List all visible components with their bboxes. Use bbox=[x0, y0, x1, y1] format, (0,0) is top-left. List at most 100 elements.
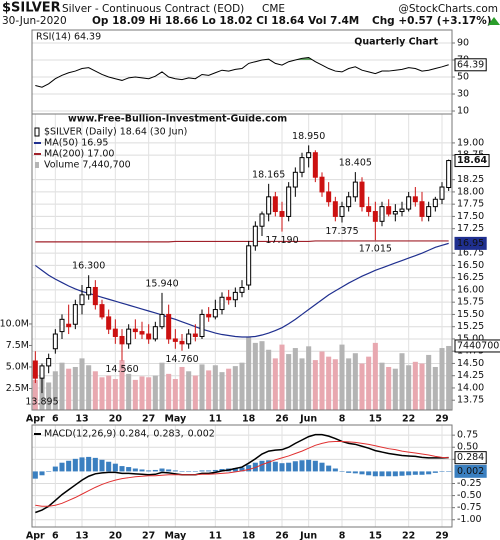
value-box-label: 0.002 bbox=[457, 466, 484, 477]
volume-bar bbox=[426, 354, 432, 410]
histogram-bar bbox=[172, 470, 178, 472]
candle-body bbox=[39, 365, 45, 379]
histogram-bar bbox=[32, 471, 38, 479]
value-box-label: 0.284 bbox=[457, 452, 484, 463]
volume-bar bbox=[272, 358, 278, 410]
histogram-bar bbox=[412, 471, 418, 475]
volume-bar bbox=[132, 379, 138, 410]
histogram-bar bbox=[146, 470, 152, 472]
candle-body bbox=[166, 313, 172, 340]
volume-bar bbox=[172, 379, 178, 410]
high-label: 18.405 bbox=[339, 158, 372, 169]
volume-bar bbox=[179, 366, 185, 410]
candle-body bbox=[206, 313, 212, 318]
volume-bar bbox=[379, 362, 385, 410]
candle-body bbox=[126, 328, 132, 345]
volume-bar bbox=[346, 358, 352, 410]
volume-bar bbox=[432, 366, 438, 410]
histogram-bar bbox=[99, 459, 105, 472]
volume-bar bbox=[146, 377, 152, 410]
candle-body bbox=[366, 206, 372, 213]
value-box-label: 18.64 bbox=[457, 155, 487, 166]
histogram-bar bbox=[366, 471, 372, 476]
histogram-bar bbox=[379, 471, 385, 477]
volume-bar bbox=[86, 365, 92, 410]
histogram-bar bbox=[432, 471, 438, 473]
histogram-bar bbox=[332, 468, 338, 472]
y-tick-label: 50 bbox=[457, 72, 469, 83]
candle-body bbox=[446, 160, 452, 189]
volume-bar bbox=[406, 365, 412, 410]
candle-body bbox=[186, 333, 192, 345]
volume-bar bbox=[279, 344, 285, 410]
macd-line bbox=[35, 433, 449, 514]
volume-bar bbox=[46, 382, 52, 410]
y-tick-label: -0.25 bbox=[457, 478, 482, 489]
histogram-bar bbox=[206, 470, 212, 472]
y2-tick-label: 7.5M bbox=[6, 340, 29, 351]
x-tick-label: 29 bbox=[435, 531, 448, 540]
candle-body bbox=[172, 338, 178, 342]
candle-body bbox=[199, 313, 205, 337]
x-tick-label: 22 bbox=[402, 414, 415, 425]
legend-entry: $SILVER (Daily) 18.64 (30 Jun) bbox=[44, 127, 187, 138]
histogram-bar bbox=[372, 471, 378, 477]
rsi-line bbox=[35, 56, 449, 88]
y-tick-label: 16.25 bbox=[457, 272, 484, 283]
volume-bar bbox=[119, 360, 125, 410]
candle-body bbox=[152, 326, 158, 340]
candle-body bbox=[299, 157, 305, 173]
x-tick-label: 18 bbox=[242, 531, 256, 540]
candle-body bbox=[386, 206, 392, 215]
histogram-bar bbox=[166, 469, 172, 472]
histogram-bar bbox=[112, 463, 118, 472]
x-tick-label: 6 bbox=[52, 531, 59, 540]
volume-bar bbox=[446, 345, 452, 410]
histogram-bar bbox=[52, 466, 58, 472]
histogram-bar bbox=[139, 469, 145, 472]
legend-entry: Volume 7,440,700 bbox=[44, 160, 131, 171]
value-box-label: 16.95 bbox=[457, 238, 484, 249]
y-tick-label: 0.75 bbox=[457, 430, 478, 441]
y-tick-label: 17.25 bbox=[457, 223, 484, 234]
y-tick-label: 16.50 bbox=[457, 260, 484, 271]
x-tick-label: 22 bbox=[402, 531, 415, 540]
date: 30-Jun-2020 bbox=[2, 15, 67, 27]
candle-body bbox=[312, 152, 318, 178]
histogram-bar bbox=[279, 463, 285, 472]
high-label: 16.300 bbox=[72, 261, 105, 272]
candle-body bbox=[52, 333, 58, 350]
candle-body bbox=[219, 296, 225, 311]
volume-bar bbox=[152, 375, 158, 410]
volume-bar bbox=[199, 364, 205, 410]
volume-bar bbox=[332, 359, 338, 410]
volume-bar bbox=[386, 366, 392, 410]
histogram-bar bbox=[199, 470, 205, 472]
histogram-bar bbox=[126, 467, 132, 472]
x-tick-label: 20 bbox=[109, 531, 123, 540]
x-tick-label: 18 bbox=[242, 414, 256, 425]
legend-entry: 0.002 bbox=[188, 429, 215, 440]
y-tick-label: 0.50 bbox=[457, 442, 478, 453]
y2-tick-label: 5.0M bbox=[6, 361, 29, 372]
legend-entry: 0.283, bbox=[153, 429, 183, 440]
legend-entry: MACD(12,26,9) 0.284, bbox=[44, 429, 149, 440]
candle-body bbox=[86, 286, 92, 296]
up-arrow bbox=[488, 17, 500, 25]
x-tick-label: 29 bbox=[435, 414, 448, 425]
volume-bar bbox=[232, 366, 238, 410]
value-box bbox=[454, 451, 487, 465]
candle-body bbox=[99, 304, 105, 318]
volume-bar bbox=[339, 344, 345, 410]
value-box bbox=[454, 236, 487, 250]
histogram-bar bbox=[392, 471, 398, 477]
histogram-bar bbox=[426, 471, 432, 475]
histogram-bar bbox=[179, 471, 185, 472]
candle-body bbox=[32, 360, 38, 379]
candle-body bbox=[139, 331, 145, 335]
candle-body bbox=[372, 211, 378, 222]
value-box-label: 64.39 bbox=[457, 59, 484, 70]
instrument-name: Silver - Continuous Contract (EOD) bbox=[62, 3, 244, 15]
y-tick-label: 14.00 bbox=[457, 382, 484, 393]
